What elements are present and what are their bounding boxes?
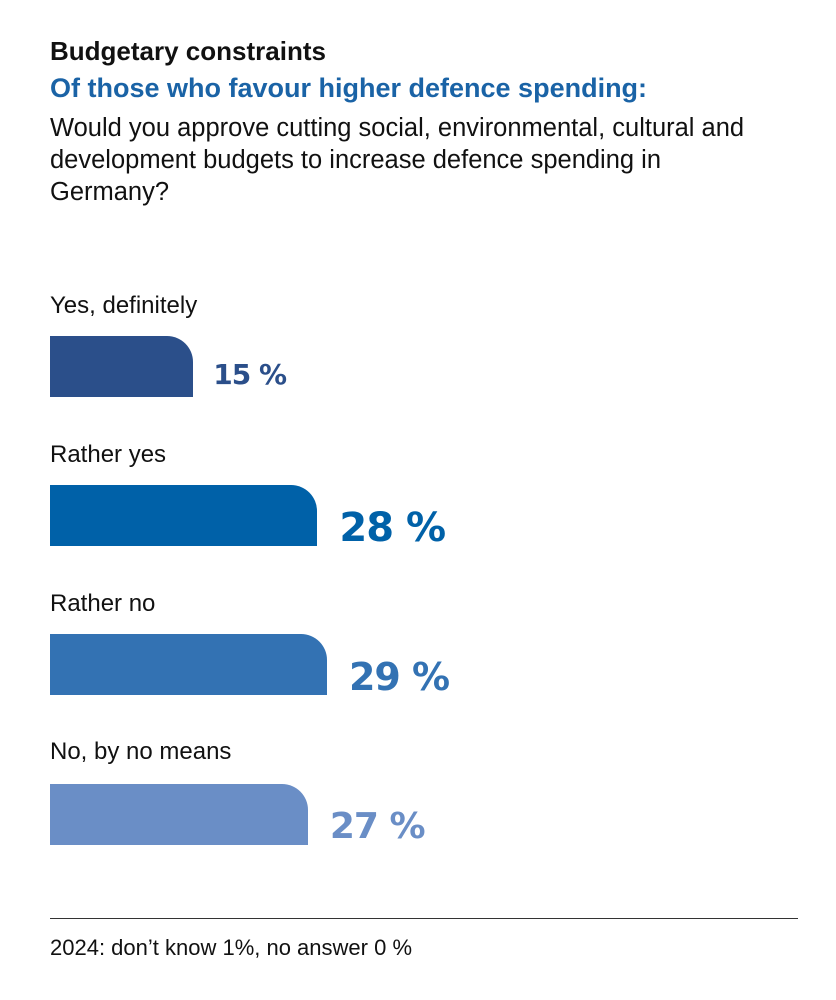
bar-rather-no	[50, 634, 327, 695]
bar-no-by-no-means	[50, 784, 308, 845]
category-label: Rather yes	[50, 441, 167, 468]
category-label: Yes, definitely	[50, 292, 198, 319]
divider	[50, 918, 798, 919]
value-label: 15 %	[213, 358, 287, 391]
footnote: 2024: don’t know 1%, no answer 0 %	[50, 935, 413, 960]
category-label: No, by no means	[50, 738, 232, 765]
category-label: Rather no	[50, 590, 156, 617]
value-label: 27 %	[329, 806, 426, 847]
survey-question: Would you approve cutting social, enviro…	[50, 114, 745, 206]
value-label: 29 %	[348, 655, 450, 699]
bar-rather-yes	[50, 485, 318, 546]
value-label: 28 %	[339, 505, 446, 551]
bar-yes-definitely	[50, 336, 194, 397]
chart-title: Budgetary constraints	[50, 36, 326, 66]
chart-subtitle: Of those who favour higher defence spend…	[50, 73, 648, 103]
